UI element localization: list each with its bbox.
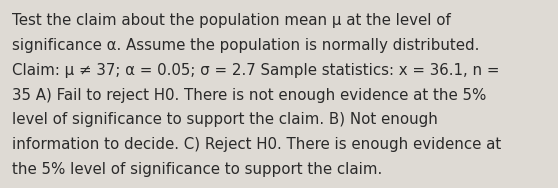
Text: the 5% level of significance to support the claim.: the 5% level of significance to support … [12, 162, 383, 177]
Text: Test the claim about the population mean μ at the level of: Test the claim about the population mean… [12, 13, 451, 28]
Text: information to decide. C) Reject H0. There is enough evidence at: information to decide. C) Reject H0. The… [12, 137, 502, 152]
Text: significance α. Assume the population is normally distributed.: significance α. Assume the population is… [12, 38, 480, 53]
Text: level of significance to support the claim. B) Not enough: level of significance to support the cla… [12, 112, 438, 127]
Text: 35 A) Fail to reject H0. There is not enough evidence at the 5%: 35 A) Fail to reject H0. There is not en… [12, 88, 487, 103]
Text: Claim: μ ≠ 37; α = 0.05; σ = 2.7 Sample statistics: x = 36.1, n =: Claim: μ ≠ 37; α = 0.05; σ = 2.7 Sample … [12, 63, 500, 78]
